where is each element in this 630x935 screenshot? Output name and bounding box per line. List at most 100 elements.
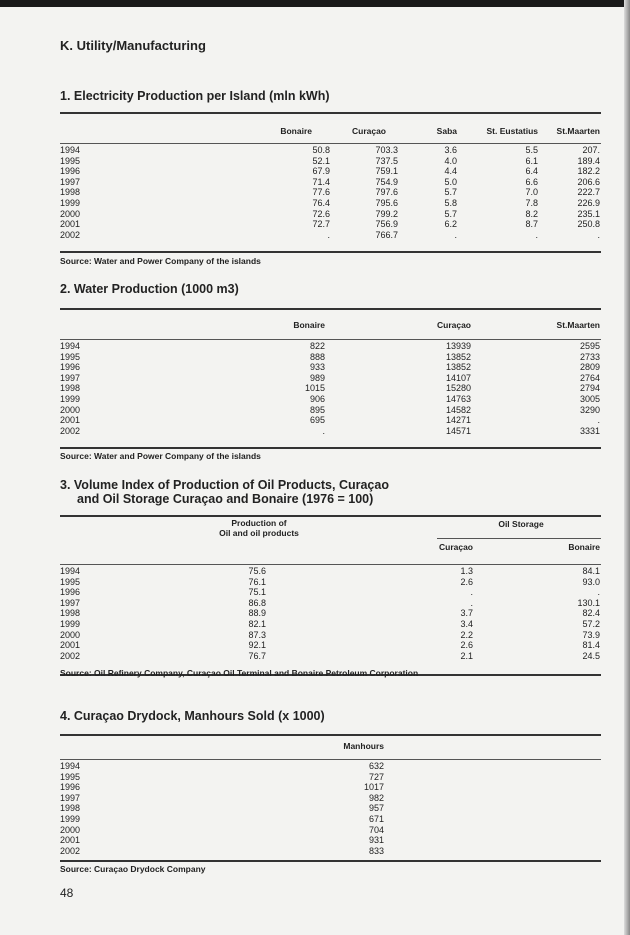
row-year: 2000 — [60, 824, 81, 835]
table-cell: 72.6 — [312, 208, 330, 219]
table-cell: 759.1 — [375, 166, 398, 177]
divider — [60, 734, 601, 736]
row-year: 1994 — [60, 341, 81, 351]
table-cell: 75.1 — [248, 587, 266, 598]
table-cell: 6.2 — [444, 219, 457, 230]
table-cell: 982 — [368, 792, 384, 803]
table-cell: 2764 — [579, 372, 600, 383]
row-year: 2000 — [60, 208, 81, 219]
table-cell: 189.4 — [577, 155, 600, 166]
table-cell: 6.4 — [525, 166, 538, 177]
table-cell: 92.1 — [248, 640, 266, 651]
table-cell: 2.2 — [460, 629, 473, 640]
divider — [60, 143, 601, 144]
table-cell: 81.4 — [582, 640, 600, 651]
row-year: 1999 — [60, 619, 81, 629]
table-cell: 13852 — [445, 351, 471, 362]
table-3-title-line2: and Oil Storage Curaçao and Bonaire (197… — [77, 492, 374, 506]
table-cell: 13852 — [445, 362, 471, 373]
row-year: 2001 — [60, 219, 81, 230]
column-header: St.Maarten — [556, 320, 600, 330]
table-cell: 5.7 — [444, 187, 457, 198]
table-cell: 57.2 — [582, 619, 600, 629]
row-year: 1994 — [60, 761, 81, 771]
column-header: Curaçao — [436, 320, 471, 330]
table-cell: 5.8 — [444, 198, 457, 208]
row-year: 1995 — [60, 351, 81, 362]
table-cell: 2.6 — [460, 576, 473, 587]
table-cell: 5.7 — [444, 208, 457, 219]
row-year: 2002 — [60, 229, 81, 240]
table-cell: 84.1 — [582, 566, 600, 576]
column-header: Curaçao — [438, 542, 473, 552]
table-cell: 88.9 — [248, 608, 266, 619]
table-cell: 82.1 — [248, 619, 266, 629]
production-header-line1: Production of — [231, 518, 287, 528]
production-header-line2: Oil and oil products — [219, 528, 299, 538]
divider — [60, 759, 601, 760]
table-cell: . — [597, 229, 600, 240]
table-cell: 71.4 — [312, 176, 330, 187]
row-year: 1999 — [60, 394, 81, 404]
row-year: 1999 — [60, 814, 81, 824]
divider — [60, 308, 601, 310]
column-header: St. Eustatius — [486, 126, 538, 136]
table-cell: 1017 — [363, 782, 384, 793]
table-cell: 87.3 — [248, 629, 266, 640]
divider — [60, 251, 601, 253]
table-cell: 14582 — [445, 404, 471, 415]
table-3-title-line1: 3. Volume Index of Production of Oil Pro… — [60, 478, 389, 492]
table-cell: 933 — [309, 362, 325, 373]
table-cell: 77.6 — [312, 187, 330, 198]
divider — [437, 538, 601, 539]
table-1-title: 1. Electricity Production per Island (ml… — [60, 89, 330, 103]
divider — [60, 674, 601, 676]
divider — [60, 339, 601, 340]
row-year: 1999 — [60, 198, 81, 208]
table-4-source: Source: Curaçao Drydock Company — [60, 864, 206, 874]
table-cell: 703.3 — [375, 145, 398, 155]
table-cell: 671 — [368, 814, 384, 824]
row-year: 1998 — [60, 383, 81, 394]
section-title: K. Utility/Manufacturing — [60, 38, 206, 53]
table-cell: 2809 — [579, 362, 600, 373]
table-cell: 5.0 — [444, 176, 457, 187]
table-2-source: Source: Water and Power Company of the i… — [60, 451, 261, 461]
table-cell: 206.6 — [577, 176, 600, 187]
table-cell: 222.7 — [577, 187, 600, 198]
table-cell: 1015 — [304, 383, 325, 394]
row-year: 1994 — [60, 566, 81, 576]
row-year: 2001 — [60, 415, 81, 426]
table-cell: 2733 — [579, 351, 600, 362]
table-cell: 14107 — [445, 372, 471, 383]
table-cell: 695 — [309, 415, 325, 426]
table-cell: 756.9 — [375, 219, 398, 230]
table-cell: 50.8 — [312, 145, 330, 155]
table-cell: 906 — [309, 394, 325, 404]
table-cell: 3.7 — [460, 608, 473, 619]
row-year: 2001 — [60, 835, 81, 846]
table-cell: 7.0 — [525, 187, 538, 198]
divider — [60, 112, 601, 114]
table-cell: 822 — [309, 341, 325, 351]
row-year: 1998 — [60, 803, 81, 814]
table-cell: 833 — [368, 845, 384, 856]
row-year: 1996 — [60, 587, 81, 598]
table-cell: 2.1 — [460, 650, 473, 661]
divider — [60, 447, 601, 449]
table-cell: 989 — [309, 372, 325, 383]
table-cell: 52.1 — [312, 155, 330, 166]
table-cell: 2595 — [579, 341, 600, 351]
table-cell: 235.1 — [577, 208, 600, 219]
table-cell: 76.7 — [248, 650, 266, 661]
row-year: 2000 — [60, 404, 81, 415]
table-cell: 7.8 — [525, 198, 538, 208]
table-cell: 8.7 — [525, 219, 538, 230]
table-cell: 3290 — [579, 404, 600, 415]
table-cell: . — [597, 587, 600, 598]
table-cell: . — [322, 425, 325, 436]
column-header: Bonaire — [568, 542, 600, 552]
row-year: 1997 — [60, 597, 81, 608]
table-cell: . — [597, 415, 600, 426]
table-cell: . — [470, 587, 473, 598]
